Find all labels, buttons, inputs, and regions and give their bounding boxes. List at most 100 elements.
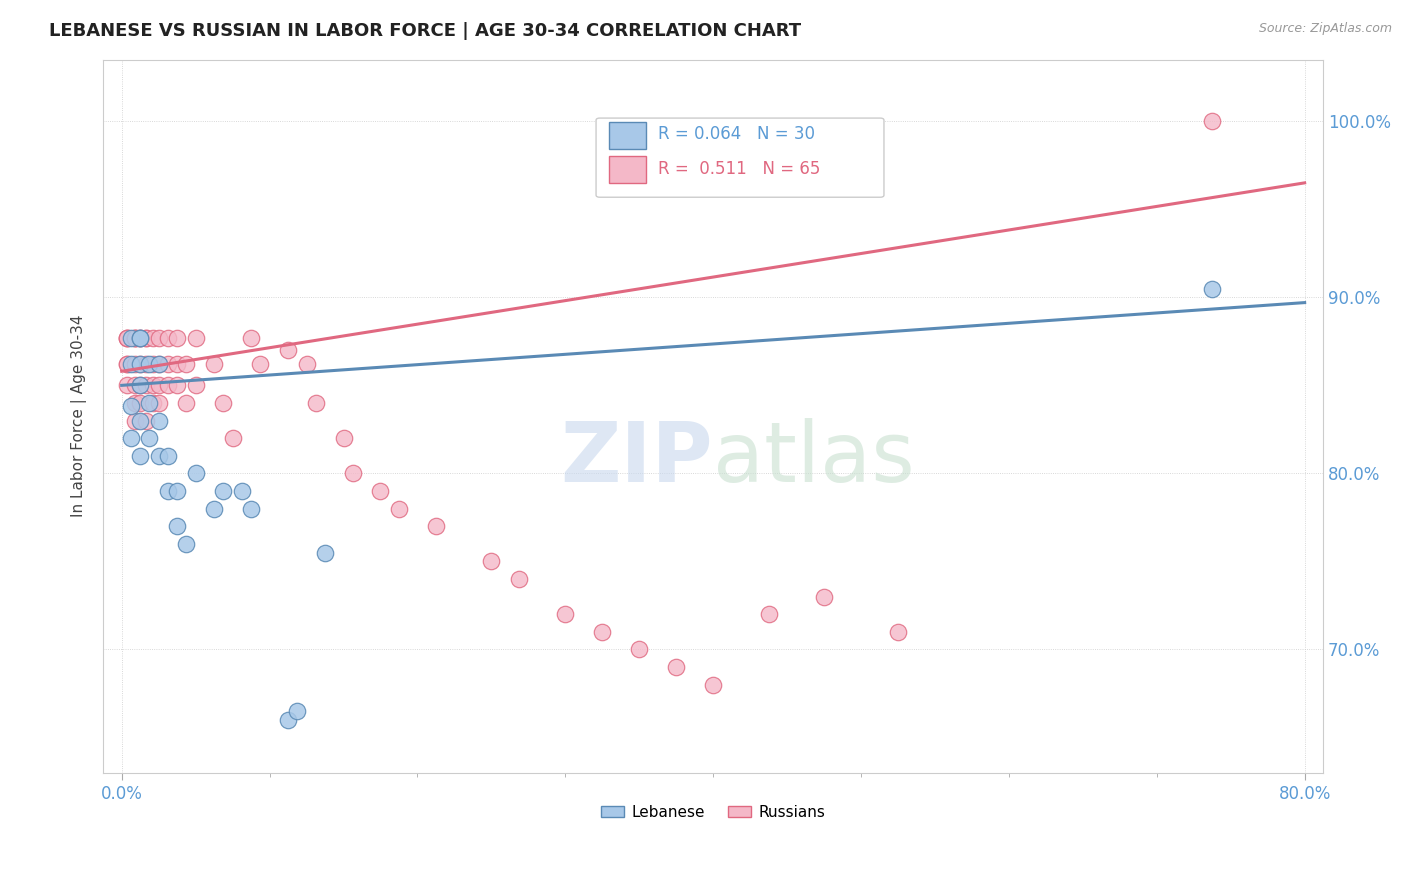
Point <box>285 704 308 718</box>
Point <box>277 713 299 727</box>
Point <box>135 331 157 345</box>
Point <box>295 357 318 371</box>
Point <box>148 449 170 463</box>
Point <box>166 331 188 345</box>
Point <box>115 331 138 345</box>
Text: R = 0.064   N = 30: R = 0.064 N = 30 <box>658 126 815 144</box>
FancyBboxPatch shape <box>609 121 647 149</box>
Point <box>135 413 157 427</box>
Text: atlas: atlas <box>713 418 915 500</box>
Point <box>314 546 336 560</box>
Point <box>129 331 152 345</box>
Point <box>129 413 152 427</box>
Point <box>124 331 146 345</box>
Point <box>249 357 271 371</box>
Point <box>332 431 354 445</box>
Point <box>142 357 165 371</box>
Point <box>1201 114 1223 128</box>
Point <box>176 396 198 410</box>
FancyBboxPatch shape <box>609 156 647 183</box>
Point <box>138 431 160 445</box>
Point <box>156 483 179 498</box>
Point <box>129 449 152 463</box>
Point <box>758 607 780 622</box>
Point <box>148 357 170 371</box>
Point <box>129 378 152 392</box>
Point <box>277 343 299 358</box>
Point <box>184 331 207 345</box>
Point <box>115 378 138 392</box>
Point <box>138 357 160 371</box>
Point <box>702 678 724 692</box>
Point <box>156 449 179 463</box>
Point <box>665 660 688 674</box>
Point <box>148 413 170 427</box>
Point <box>554 607 576 622</box>
Point <box>628 642 651 657</box>
Point <box>120 357 142 371</box>
Point <box>166 378 188 392</box>
Point <box>129 396 152 410</box>
Text: LEBANESE VS RUSSIAN IN LABOR FORCE | AGE 30-34 CORRELATION CHART: LEBANESE VS RUSSIAN IN LABOR FORCE | AGE… <box>49 22 801 40</box>
Point <box>120 400 142 414</box>
Point <box>240 501 263 516</box>
Point <box>212 396 235 410</box>
Point <box>887 624 910 639</box>
Point <box>202 357 225 371</box>
Point <box>115 357 138 371</box>
Point <box>184 378 207 392</box>
Point <box>176 537 198 551</box>
Point <box>135 378 157 392</box>
Text: R =  0.511   N = 65: R = 0.511 N = 65 <box>658 160 821 178</box>
Point <box>124 413 146 427</box>
Point <box>138 396 160 410</box>
Point <box>176 357 198 371</box>
Point <box>156 331 179 345</box>
Point <box>305 396 328 410</box>
Point <box>508 572 530 586</box>
Point <box>591 624 613 639</box>
Point <box>129 357 152 371</box>
Point <box>166 483 188 498</box>
Point <box>129 357 152 371</box>
Point <box>142 378 165 392</box>
Point <box>124 357 146 371</box>
Point <box>120 431 142 445</box>
Y-axis label: In Labor Force | Age 30-34: In Labor Force | Age 30-34 <box>72 315 87 517</box>
Point <box>129 331 152 345</box>
Point <box>124 331 146 345</box>
Point <box>1201 281 1223 295</box>
Point <box>129 378 152 392</box>
Point <box>425 519 447 533</box>
Point <box>231 483 253 498</box>
Point <box>479 554 502 568</box>
Point <box>342 467 364 481</box>
Point <box>124 331 146 345</box>
Point <box>240 331 263 345</box>
Point <box>156 357 179 371</box>
Legend: Lebanese, Russians: Lebanese, Russians <box>595 798 831 826</box>
Point <box>184 467 207 481</box>
Point <box>120 331 142 345</box>
Point <box>115 331 138 345</box>
Point <box>156 378 179 392</box>
Text: ZIP: ZIP <box>561 418 713 500</box>
Point <box>388 501 411 516</box>
Point <box>135 357 157 371</box>
Point <box>148 378 170 392</box>
Point <box>221 431 243 445</box>
Point <box>166 357 188 371</box>
Text: Source: ZipAtlas.com: Source: ZipAtlas.com <box>1258 22 1392 36</box>
Point <box>813 590 835 604</box>
Point <box>370 483 392 498</box>
Point <box>142 396 165 410</box>
Point <box>166 519 188 533</box>
Point <box>124 396 146 410</box>
Point <box>124 378 146 392</box>
Point <box>148 331 170 345</box>
Point <box>148 357 170 371</box>
FancyBboxPatch shape <box>596 118 884 197</box>
Point <box>212 483 235 498</box>
Point <box>142 331 165 345</box>
Point <box>129 331 152 345</box>
